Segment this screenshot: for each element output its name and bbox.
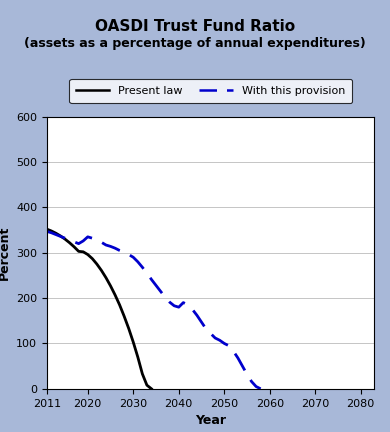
Legend: Present law, With this provision: Present law, With this provision xyxy=(69,79,352,103)
X-axis label: Year: Year xyxy=(195,414,226,427)
Y-axis label: Percent: Percent xyxy=(0,226,11,280)
Text: OASDI Trust Fund Ratio: OASDI Trust Fund Ratio xyxy=(95,19,295,35)
Text: (assets as a percentage of annual expenditures): (assets as a percentage of annual expend… xyxy=(24,37,366,50)
